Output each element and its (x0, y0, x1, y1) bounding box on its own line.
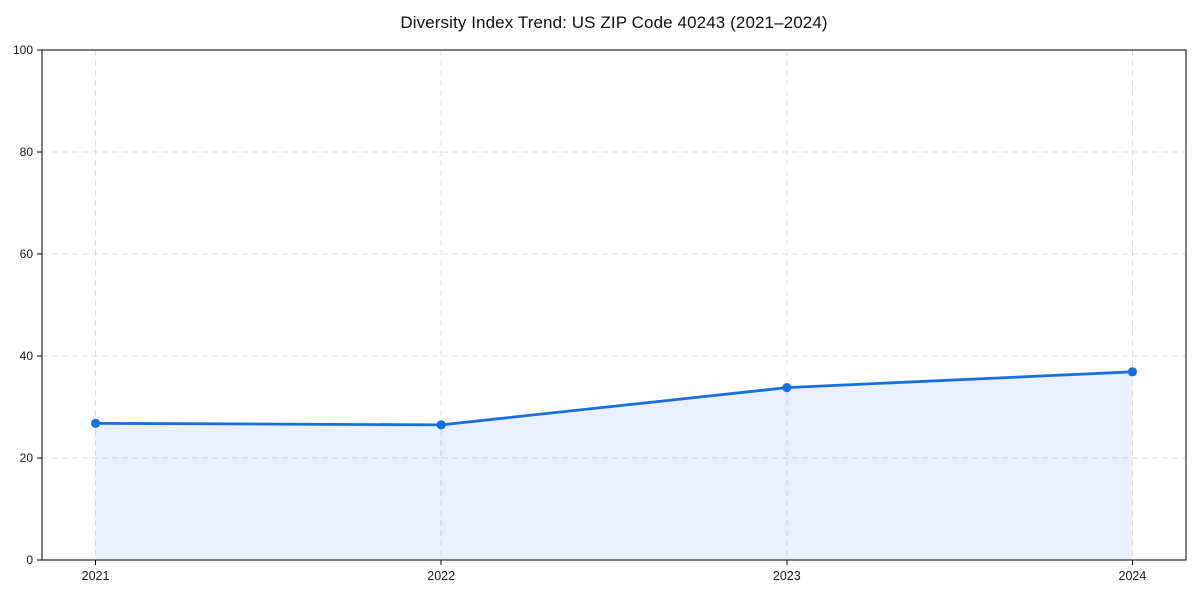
x-tick-label: 2023 (773, 569, 801, 583)
y-tick-label: 40 (20, 349, 34, 363)
data-point (1127, 367, 1138, 377)
data-point (782, 383, 792, 393)
y-tick-label: 60 (20, 247, 34, 261)
x-tick-label: 2021 (82, 569, 110, 583)
y-tick-label: 100 (13, 43, 33, 57)
data-point (436, 420, 446, 430)
data-point (90, 418, 101, 428)
y-tick-label: 0 (26, 553, 33, 567)
axis-frame (41, 49, 1187, 561)
y-tick-label: 80 (20, 145, 34, 159)
x-tick-label: 2024 (1119, 569, 1147, 583)
trend-line (94, 370, 1134, 427)
chart-title: Diversity Index Trend: US ZIP Code 40243… (400, 13, 828, 32)
area-fill (95, 371, 1133, 560)
x-tick-label: 2022 (427, 569, 455, 583)
y-tick-label: 20 (20, 451, 34, 465)
